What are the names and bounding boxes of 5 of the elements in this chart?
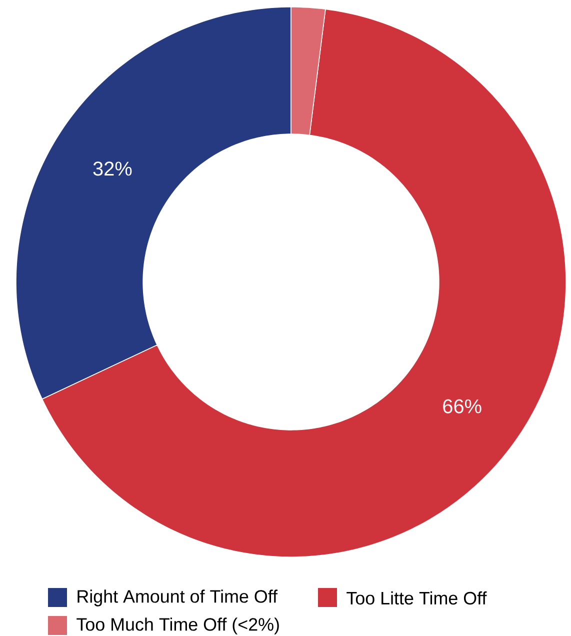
- legend-label: Too Much Time Off (<2%): [76, 618, 279, 634]
- legend-label: Right Amount of Time Off: [78, 590, 278, 606]
- data-label: 32%: [93, 162, 132, 176]
- data-label: 66%: [443, 399, 482, 414]
- legend-label: Too Litte Time Off: [346, 591, 487, 605]
